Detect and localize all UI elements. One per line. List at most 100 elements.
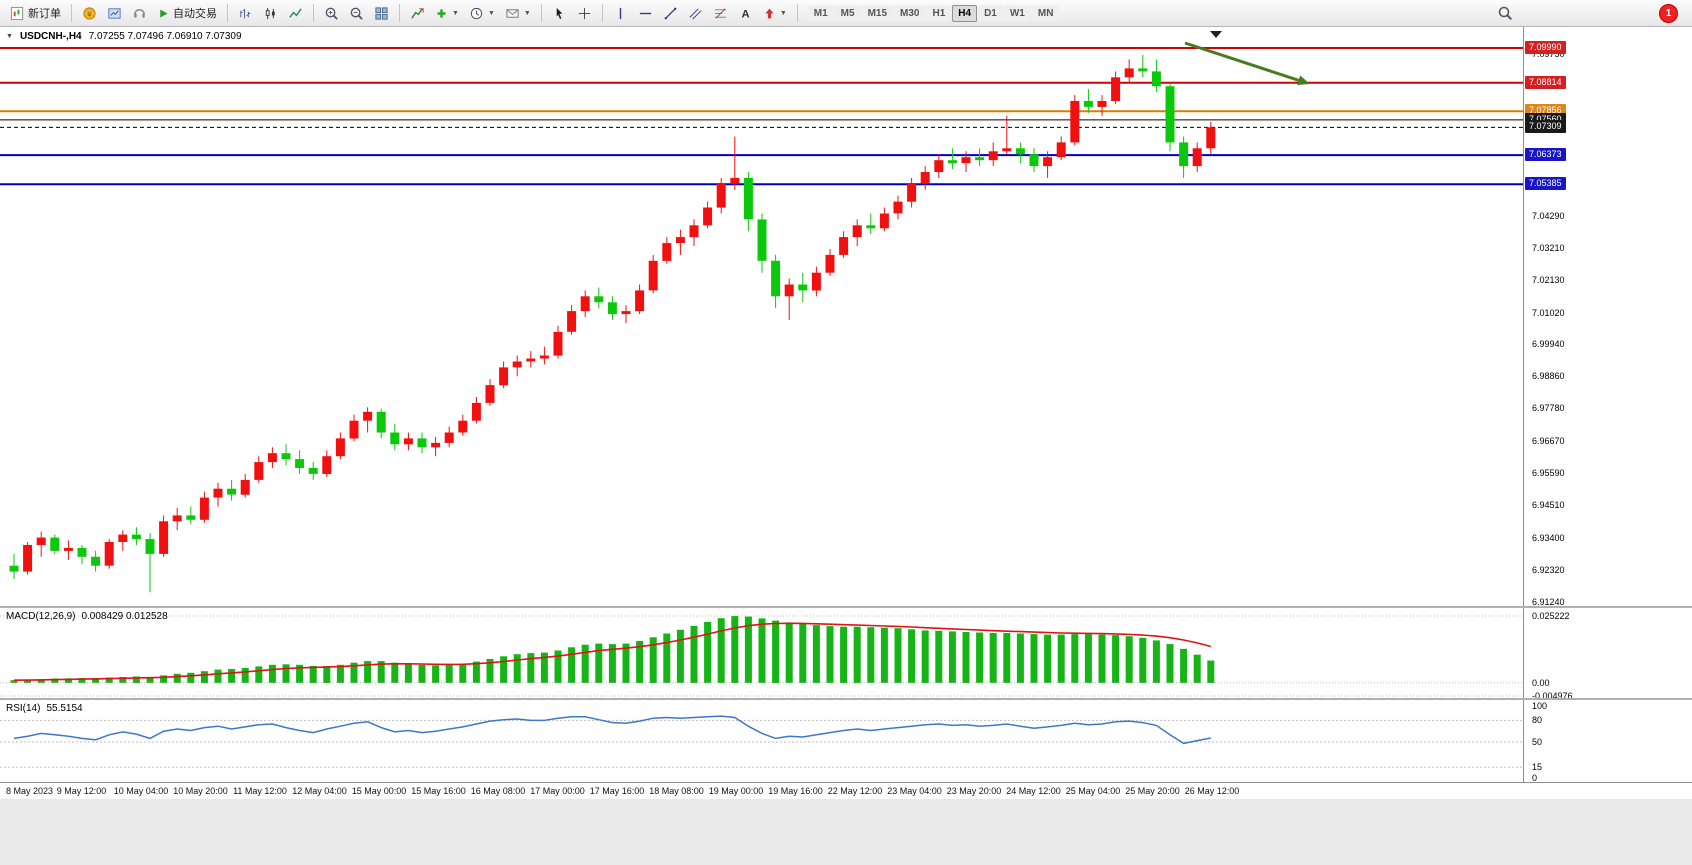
price-tick: 0.025222 bbox=[1532, 611, 1570, 621]
timeframe-mn[interactable]: MN bbox=[1031, 4, 1060, 22]
time-label: 15 May 00:00 bbox=[351, 786, 407, 796]
price-tick: 6.98860 bbox=[1532, 371, 1565, 382]
arrows-tool-button[interactable]: ▼ bbox=[759, 3, 791, 24]
timeframe-group: M1 M5 M15 M30 H1 H4 D1 W1 MN bbox=[807, 4, 1060, 22]
deposit-coin-icon: ¥ bbox=[82, 6, 97, 21]
timeframe-h4[interactable]: H4 bbox=[952, 4, 978, 22]
cursor-button[interactable] bbox=[548, 3, 571, 24]
timeframe-m5[interactable]: M5 bbox=[834, 4, 861, 22]
templates-button[interactable]: ▼ bbox=[501, 3, 535, 24]
crosshair-button[interactable] bbox=[573, 3, 596, 24]
time-axis[interactable]: 8 May 2023 9 May 12:00 10 May 04:00 10 May … bbox=[0, 782, 1692, 799]
price-tick: 50 bbox=[1532, 737, 1543, 747]
channel-icon bbox=[688, 6, 703, 21]
price-line-label: 7.06373 bbox=[1525, 148, 1566, 162]
horizontal-line-tool-button[interactable] bbox=[634, 3, 657, 24]
toolbar-separator bbox=[601, 4, 603, 22]
price-tick: 6.92320 bbox=[1532, 565, 1565, 576]
chart-ohlc-values: 7.07255 7.07496 7.06910 7.07309 bbox=[88, 31, 242, 42]
fibonacci-tool-button[interactable] bbox=[709, 3, 732, 24]
macd-values: 0.008429 0.012528 bbox=[81, 611, 168, 622]
rsi-panel[interactable] bbox=[0, 700, 1523, 782]
chart-profile-icon bbox=[107, 6, 122, 21]
toolbar-separator bbox=[399, 4, 400, 22]
price-line-label: 7.08814 bbox=[1525, 75, 1566, 89]
fibonacci-icon bbox=[713, 6, 728, 21]
text-label-icon: A bbox=[738, 6, 753, 21]
price-tick: 0 bbox=[1532, 773, 1538, 783]
horizontal-line-icon bbox=[638, 6, 653, 21]
price-tick: -0.004976 bbox=[1532, 691, 1573, 701]
timeframe-m1[interactable]: M1 bbox=[807, 4, 834, 22]
time-label: 11 May 12:00 bbox=[233, 786, 287, 796]
macd-name: MACD(12,26,9) bbox=[6, 611, 76, 622]
new-order-icon bbox=[10, 6, 25, 21]
price-tick: 7.09750 bbox=[1532, 49, 1565, 60]
timeframe-d1[interactable]: D1 bbox=[978, 4, 1003, 22]
deposit-button[interactable]: ¥ bbox=[78, 3, 101, 24]
time-label: 23 May 04:00 bbox=[887, 786, 942, 796]
autotrading-button[interactable]: 自动交易 bbox=[153, 3, 221, 24]
channel-tool-button[interactable] bbox=[684, 3, 707, 24]
macd-panel[interactable] bbox=[0, 608, 1523, 698]
candlestick-chart-button[interactable] bbox=[259, 3, 282, 24]
candlestick-chart[interactable] bbox=[0, 27, 1523, 606]
price-tick: 100 bbox=[1532, 701, 1548, 711]
price-tick: 7.04290 bbox=[1532, 210, 1565, 221]
time-label: 10 May 20:00 bbox=[173, 786, 228, 796]
oneclick-collapse-icon[interactable]: ▼ bbox=[6, 33, 13, 40]
price-tick: 15 bbox=[1532, 762, 1543, 773]
text-tool-button[interactable]: A bbox=[734, 3, 757, 24]
line-chart-button[interactable] bbox=[284, 3, 307, 24]
toolbar-separator bbox=[540, 4, 542, 22]
macd-panel-divider[interactable] bbox=[0, 606, 1692, 608]
search-icon bbox=[1497, 5, 1513, 21]
add-indicator-button[interactable]: ▼ bbox=[431, 3, 463, 24]
price-line-label: 7.05385 bbox=[1525, 177, 1566, 191]
tile-windows-button[interactable] bbox=[370, 3, 393, 24]
chart-area[interactable]: ▼ USDCNH-,H4 7.07255 7.07496 7.06910 7.0… bbox=[0, 27, 1692, 799]
zoom-out-icon bbox=[349, 6, 364, 21]
price-tick: 6.94510 bbox=[1532, 500, 1565, 511]
bar-chart-button[interactable] bbox=[234, 3, 257, 24]
new-order-button[interactable]: 新订单 bbox=[6, 3, 65, 24]
zoom-in-button[interactable] bbox=[320, 3, 343, 24]
profiles-button[interactable] bbox=[103, 3, 126, 24]
time-label: 24 May 12:00 bbox=[1006, 786, 1061, 796]
price-tick: 80 bbox=[1532, 715, 1543, 726]
time-label: 26 May 12:00 bbox=[1184, 786, 1240, 796]
chevron-down-icon: ▼ bbox=[452, 9, 459, 17]
price-tick: 6.97780 bbox=[1532, 403, 1565, 414]
crosshair-icon bbox=[577, 6, 592, 21]
periods-button[interactable]: ▼ bbox=[465, 3, 499, 24]
price-line-label: 7.07309 bbox=[1525, 120, 1566, 134]
indicators-button[interactable] bbox=[406, 3, 429, 24]
price-tick: 6.91240 bbox=[1532, 597, 1565, 607]
vertical-line-icon bbox=[613, 6, 628, 21]
headset-icon bbox=[132, 6, 147, 21]
support-button[interactable] bbox=[128, 3, 151, 24]
toolbar-separator bbox=[227, 4, 228, 22]
search-button[interactable] bbox=[1493, 3, 1517, 24]
rsi-panel-divider[interactable] bbox=[0, 698, 1692, 700]
trendline-tool-button[interactable] bbox=[659, 3, 682, 24]
bottom-area bbox=[0, 798, 1692, 865]
line-chart-icon bbox=[288, 6, 303, 21]
price-tick: 7.03210 bbox=[1532, 242, 1565, 253]
candlestick-chart-icon bbox=[263, 6, 278, 21]
notification-badge[interactable]: 1 bbox=[1659, 3, 1678, 23]
timeframe-h1[interactable]: H1 bbox=[926, 4, 952, 22]
time-label: 9 May 12:00 bbox=[56, 786, 107, 796]
svg-text:¥: ¥ bbox=[87, 9, 92, 18]
zoom-out-button[interactable] bbox=[345, 3, 368, 24]
price-tick: 6.95590 bbox=[1532, 468, 1565, 479]
price-axis[interactable]: 7.097507.086707.042907.032107.021307.010… bbox=[1523, 27, 1692, 783]
price-tick: 6.93400 bbox=[1532, 533, 1565, 544]
timeframe-w1[interactable]: W1 bbox=[1003, 4, 1031, 22]
trendline-icon bbox=[663, 6, 678, 21]
chart-title: ▼ USDCNH-,H4 7.07255 7.07496 7.06910 7.0… bbox=[6, 31, 242, 42]
timeframe-m30[interactable]: M30 bbox=[894, 4, 926, 22]
timeframe-m15[interactable]: M15 bbox=[861, 4, 894, 22]
price-line-label: 7.09990 bbox=[1525, 41, 1566, 54]
vertical-line-tool-button[interactable] bbox=[609, 3, 632, 24]
